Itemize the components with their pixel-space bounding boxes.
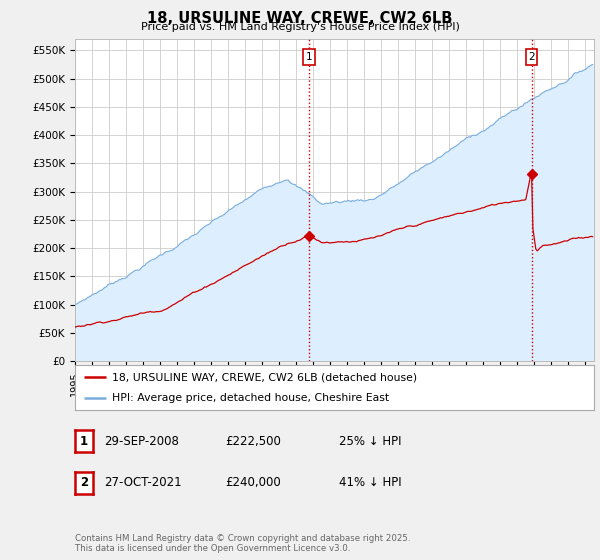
Text: £222,500: £222,500 [225, 435, 281, 448]
Text: HPI: Average price, detached house, Cheshire East: HPI: Average price, detached house, Ches… [112, 393, 389, 403]
Text: 1: 1 [80, 435, 88, 448]
Text: 1: 1 [305, 52, 312, 62]
Text: £240,000: £240,000 [225, 476, 281, 489]
Text: 29-SEP-2008: 29-SEP-2008 [104, 435, 179, 448]
Text: Price paid vs. HM Land Registry's House Price Index (HPI): Price paid vs. HM Land Registry's House … [140, 22, 460, 32]
Text: 2: 2 [80, 476, 88, 489]
Text: 41% ↓ HPI: 41% ↓ HPI [339, 476, 401, 489]
Text: 25% ↓ HPI: 25% ↓ HPI [339, 435, 401, 448]
Text: 2: 2 [528, 52, 535, 62]
Text: 18, URSULINE WAY, CREWE, CW2 6LB (detached house): 18, URSULINE WAY, CREWE, CW2 6LB (detach… [112, 372, 418, 382]
Text: 18, URSULINE WAY, CREWE, CW2 6LB: 18, URSULINE WAY, CREWE, CW2 6LB [148, 11, 452, 26]
Text: 27-OCT-2021: 27-OCT-2021 [104, 476, 181, 489]
Text: Contains HM Land Registry data © Crown copyright and database right 2025.
This d: Contains HM Land Registry data © Crown c… [75, 534, 410, 553]
